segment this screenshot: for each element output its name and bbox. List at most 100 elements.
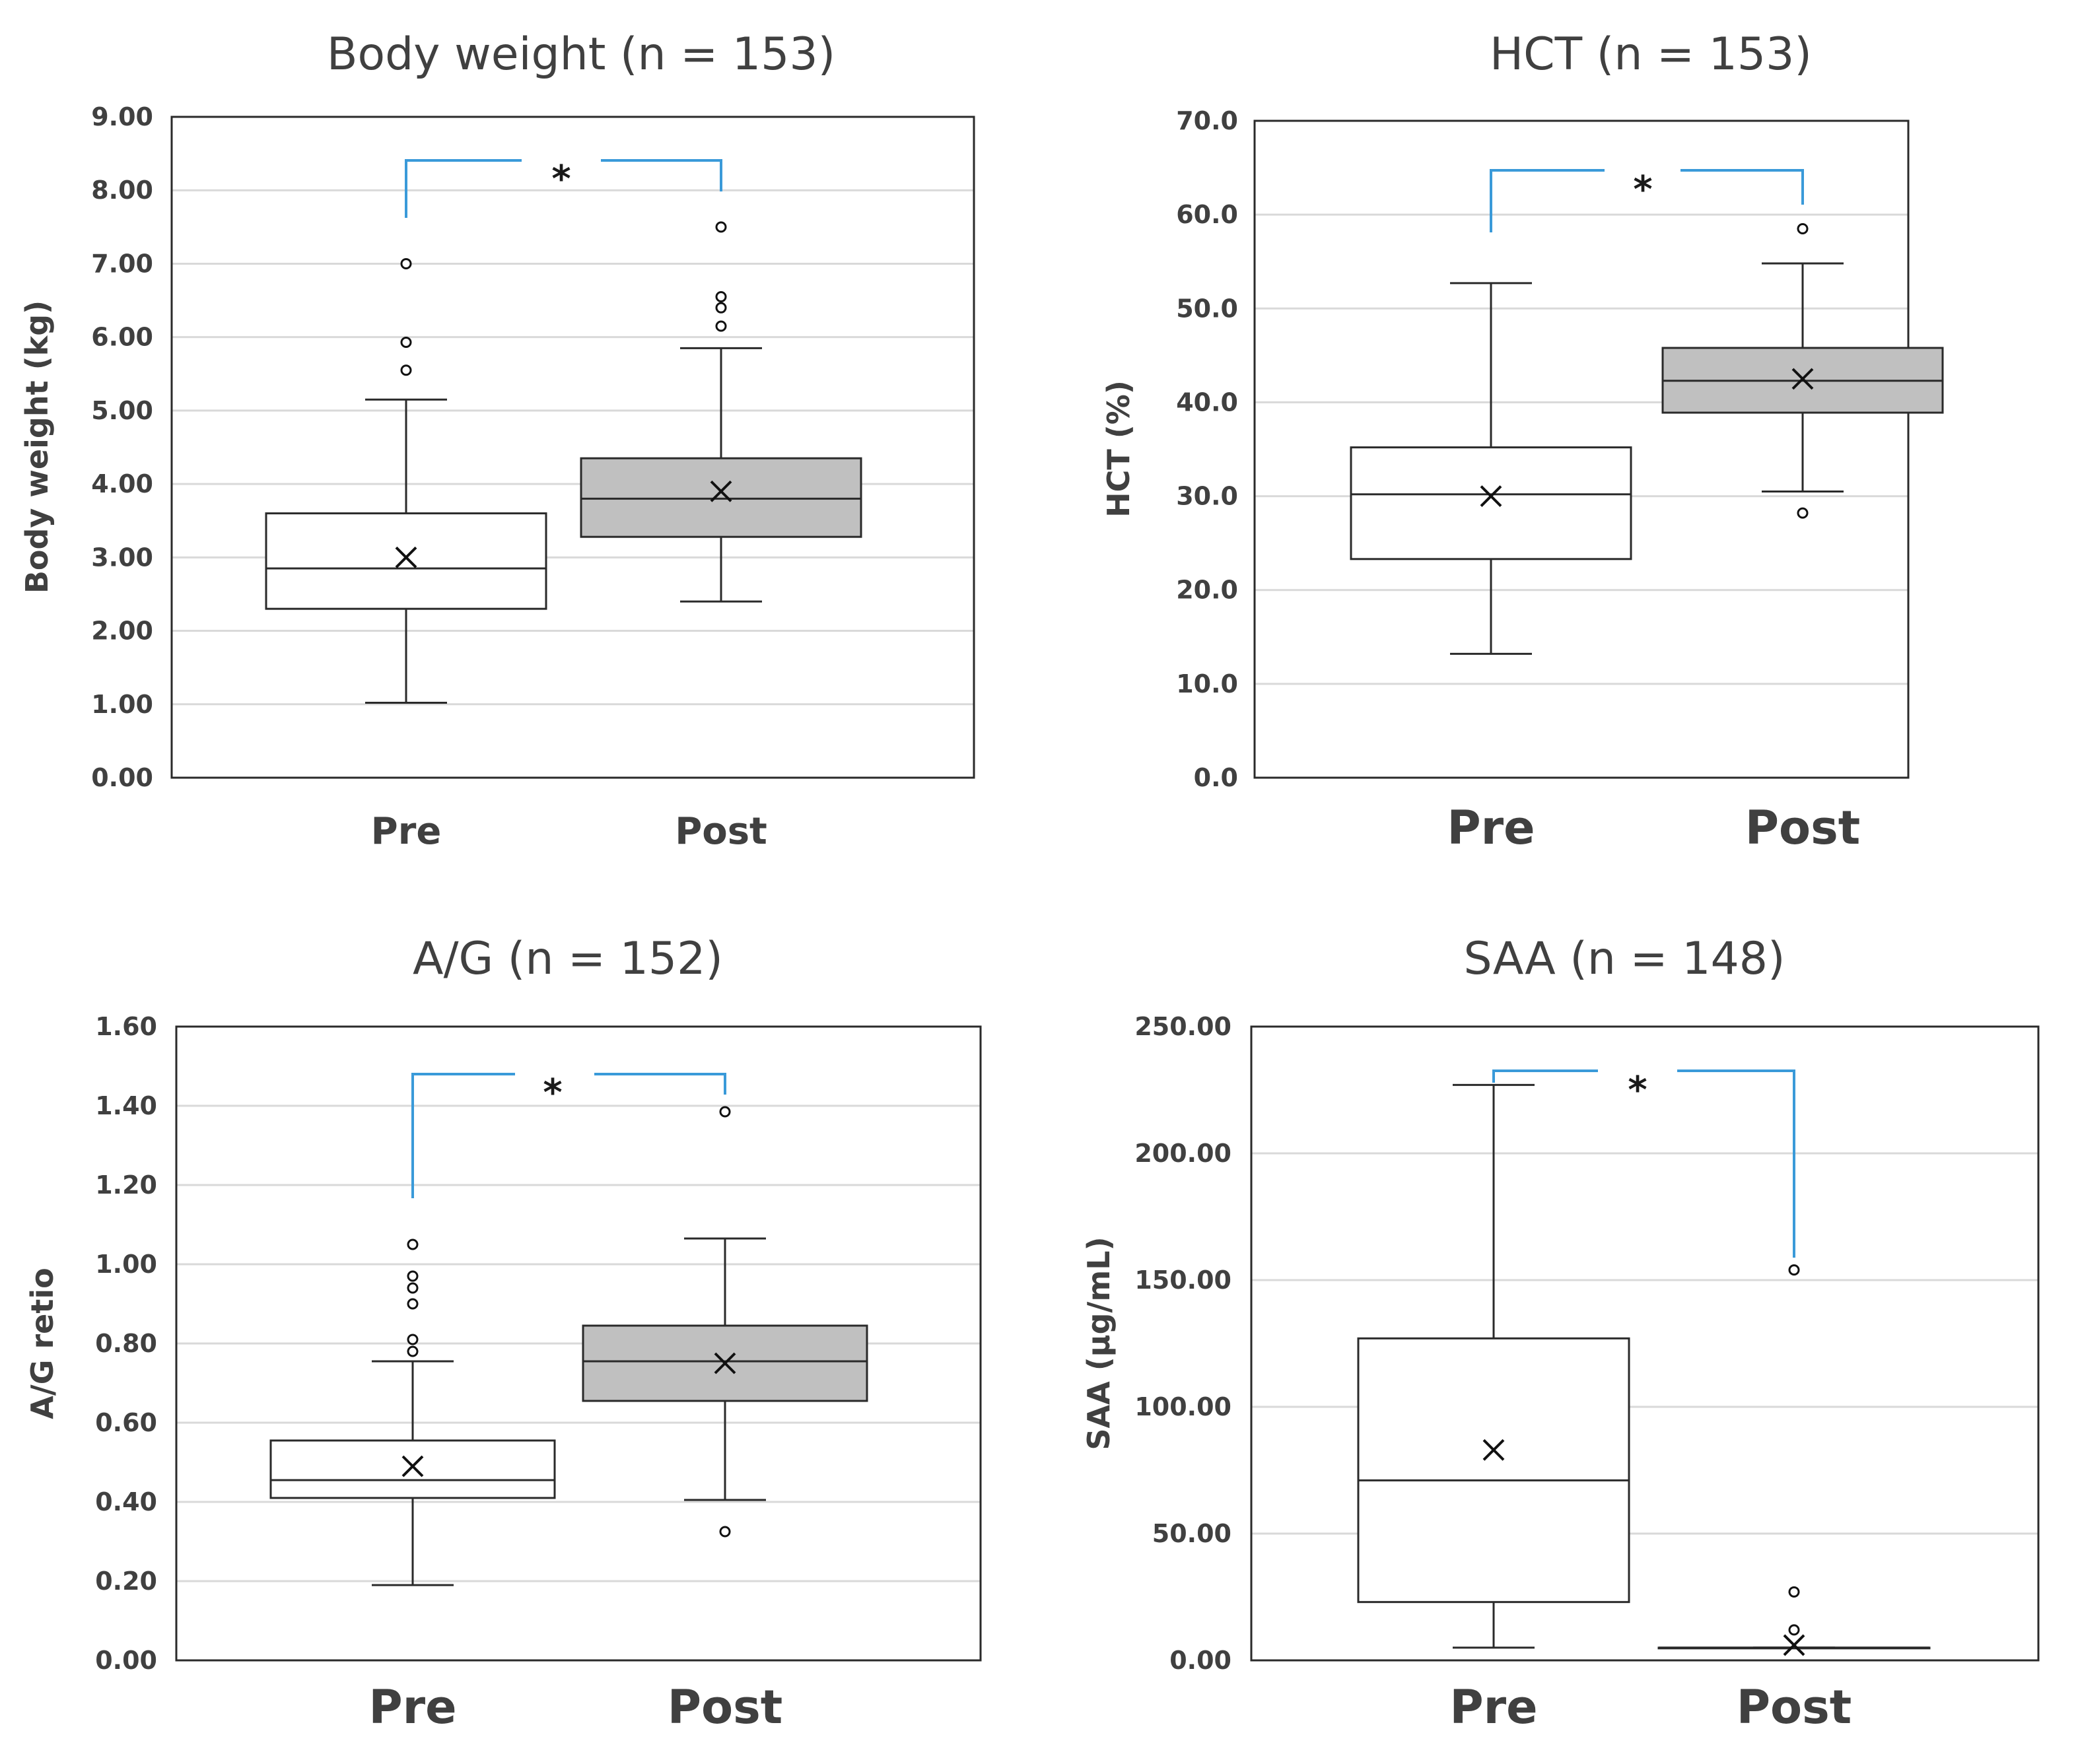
mean-x-stroke — [1480, 485, 1502, 507]
outlier-point — [1797, 507, 1809, 519]
box-pre — [269, 1238, 556, 1586]
mean-x-stroke — [1783, 1634, 1805, 1656]
mean-marker — [714, 1352, 736, 1374]
y-tick-label: 0.20 — [95, 1567, 157, 1596]
y-tick-label: 40.0 — [1176, 388, 1238, 417]
y-tick-label: 30.0 — [1176, 482, 1238, 511]
bracket-right — [594, 1073, 726, 1095]
y-tick-label: 8.00 — [91, 176, 153, 205]
y-tick-label: 9.00 — [91, 102, 153, 131]
outlier-point — [407, 1270, 419, 1282]
y-tick-label: 6.00 — [91, 323, 153, 352]
y-tick-label: 10.0 — [1176, 669, 1238, 698]
y-axis-label: A/G retio — [24, 1268, 60, 1419]
y-tick-label: 1.00 — [95, 1250, 157, 1279]
chart-title: Body weight (n = 153) — [327, 28, 835, 81]
y-tick-label: 100.00 — [1134, 1392, 1231, 1421]
outlier-point — [715, 290, 727, 302]
outlier-point — [1788, 1586, 1800, 1598]
x-category-label: Pre — [368, 1680, 456, 1734]
y-axis-label: SAA (μg/mL) — [1081, 1237, 1117, 1450]
outlier-point — [719, 1526, 731, 1538]
box-pre — [265, 257, 547, 704]
outlier-point — [719, 1106, 731, 1118]
outlier-point — [1788, 1264, 1800, 1276]
y-tick-label: 0.00 — [91, 763, 153, 792]
bracket-left — [405, 159, 522, 218]
outlier-point — [1788, 1624, 1800, 1636]
outlier-point — [407, 1334, 419, 1345]
significance-bracket: * — [1490, 168, 1804, 232]
outlier-point — [400, 364, 412, 376]
box-post — [1661, 222, 1944, 519]
x-category-label: Pre — [371, 810, 442, 853]
y-tick-label: 7.00 — [91, 249, 153, 278]
y-tick-label: 1.20 — [95, 1170, 157, 1200]
bracket-right — [1677, 1069, 1795, 1258]
mean-marker — [1783, 1634, 1805, 1656]
y-tick-label: 0.80 — [95, 1329, 157, 1358]
chart-panel-1: HCT (n = 153) HCT (%) 0.0 10.0 20.0 30.0 40.0 5… — [1101, 28, 1944, 855]
y-tick-label: 250.00 — [1134, 1012, 1231, 1041]
x-category-label: Post — [675, 810, 767, 853]
bracket-left — [1492, 1069, 1598, 1083]
outlier-point — [400, 336, 412, 348]
y-tick-label: 5.00 — [91, 396, 153, 425]
iqr-box — [1350, 446, 1632, 560]
chart-panel-0: Body weight (n = 153) Body weight (kg) 0.0… — [19, 28, 975, 853]
y-tick-label: 0.0 — [1194, 763, 1238, 792]
iqr-box — [265, 512, 547, 610]
chart-title: SAA (n = 148) — [1463, 933, 1785, 985]
box-pre — [1350, 282, 1632, 655]
box-post — [1657, 1264, 1931, 1656]
mean-marker — [1480, 485, 1502, 507]
significance-marker: * — [543, 1071, 562, 1114]
chart-panel-3: SAA (n = 148) SAA (μg/mL) 0.00 50.00 100.00 1… — [1081, 933, 2040, 1734]
x-category-label: Pre — [1449, 1680, 1537, 1734]
chart-title: HCT (n = 153) — [1490, 28, 1812, 81]
mean-x-stroke — [714, 1352, 736, 1374]
outlier-point — [407, 1345, 419, 1357]
y-tick-label: 3.00 — [91, 543, 153, 572]
plot-frame — [1253, 119, 1910, 779]
outlier-point — [407, 1298, 419, 1310]
y-tick-label: 1.60 — [95, 1012, 157, 1041]
outlier-point — [407, 1282, 419, 1294]
mean-marker — [1791, 368, 1814, 390]
outlier-point — [400, 257, 412, 269]
box-post — [580, 221, 862, 603]
box-post — [582, 1106, 868, 1538]
y-tick-label: 4.00 — [91, 469, 153, 498]
significance-marker: * — [551, 158, 571, 201]
y-tick-label: 70.0 — [1176, 106, 1238, 135]
box-pre — [1357, 1083, 1630, 1649]
outlier-point — [715, 302, 727, 314]
y-tick-label: 60.0 — [1176, 200, 1238, 229]
significance-marker: * — [1633, 168, 1652, 211]
mean-marker — [395, 546, 417, 568]
outlier-point — [715, 320, 727, 332]
outlier-point — [715, 221, 727, 233]
y-tick-label: 20.0 — [1176, 576, 1238, 605]
iqr-box — [1357, 1337, 1630, 1604]
mean-x-stroke — [395, 546, 417, 568]
y-tick-label: 0.00 — [95, 1646, 157, 1675]
bracket-right — [601, 159, 722, 191]
plot-frame — [1250, 1025, 2040, 1662]
y-tick-label: 0.40 — [95, 1487, 157, 1516]
plot-frame — [170, 116, 975, 779]
significance-bracket: * — [1492, 1069, 1795, 1258]
y-tick-label: 1.00 — [91, 690, 153, 719]
mean-x-stroke — [401, 1455, 424, 1477]
y-tick-label: 0.00 — [1169, 1646, 1231, 1675]
iqr-box — [269, 1439, 556, 1499]
mean-x-stroke — [1791, 368, 1814, 390]
bracket-right — [1680, 169, 1804, 205]
mean-x-stroke — [1482, 1439, 1505, 1461]
y-tick-label: 1.40 — [95, 1091, 157, 1120]
chart-panel-2: A/G (n = 152) A/G retio 0.00 0.20 0.40 0.60 0.… — [24, 933, 982, 1734]
iqr-box — [580, 457, 862, 538]
outlier-point — [1797, 222, 1809, 234]
x-category-label: Pre — [1447, 801, 1535, 855]
